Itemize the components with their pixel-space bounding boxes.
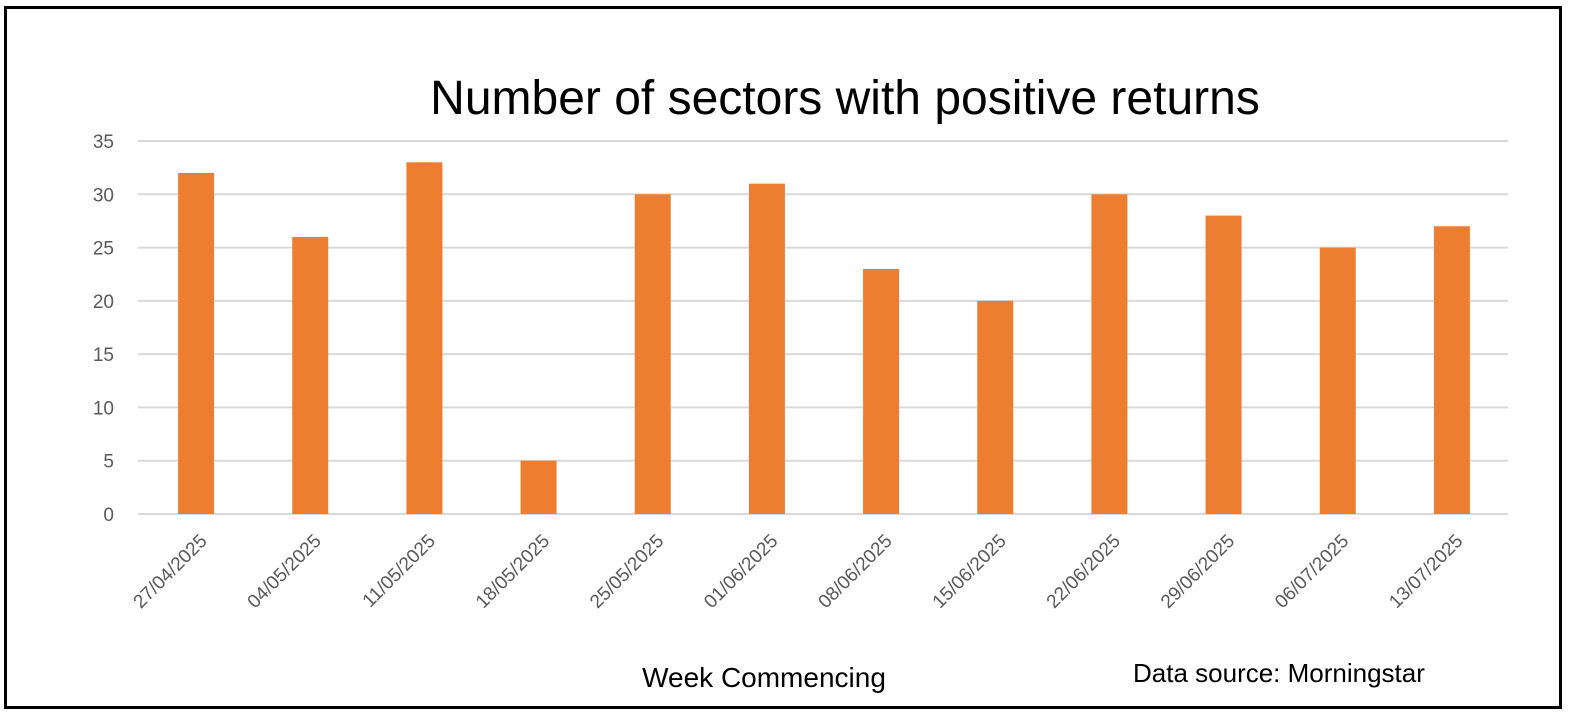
- chart-title: Number of sectors with positive returns: [430, 72, 1260, 125]
- bar: [748, 183, 785, 514]
- bar: [178, 172, 215, 514]
- x-tick-label: 22/06/2025: [1043, 531, 1125, 613]
- x-tick-label: 15/06/2025: [929, 531, 1011, 613]
- bar: [863, 268, 900, 514]
- x-axis-label: Week Commencing: [642, 662, 886, 693]
- y-axis-ticks: 0 5 10 15 20 25 30 35: [93, 132, 114, 526]
- y-tick-label: 15: [93, 345, 114, 366]
- y-tick-label: 10: [93, 398, 114, 419]
- bar: [1091, 194, 1128, 515]
- data-source-note: Data source: Morningstar: [1133, 658, 1425, 688]
- y-tick-label: 20: [93, 292, 114, 313]
- y-tick-label: 35: [93, 132, 114, 153]
- bar: [977, 300, 1014, 514]
- bar: [292, 236, 329, 514]
- y-tick-label: 30: [93, 185, 114, 206]
- x-tick-label: 29/06/2025: [1157, 531, 1239, 613]
- x-tick-label: 27/04/2025: [130, 531, 212, 613]
- bars: [178, 162, 1470, 515]
- x-tick-label: 01/06/2025: [700, 531, 782, 613]
- x-tick-label: 06/07/2025: [1271, 531, 1353, 613]
- bar: [1433, 226, 1470, 514]
- bar: [1205, 215, 1242, 514]
- gridlines: [138, 140, 1508, 515]
- x-tick-label: 11/05/2025: [359, 531, 440, 612]
- bar: [520, 460, 557, 514]
- bar: [406, 162, 443, 515]
- y-tick-label: 5: [103, 452, 114, 473]
- y-tick-label: 25: [93, 239, 114, 260]
- bar: [1319, 247, 1356, 515]
- x-axis-ticks: 27/04/2025 04/05/2025 11/05/2025 18/05/2025…: [130, 531, 1468, 613]
- x-tick-label: 13/07/2025: [1385, 531, 1467, 613]
- y-tick-label: 0: [103, 505, 114, 526]
- x-tick-label: 25/05/2025: [586, 531, 668, 613]
- bar: [634, 194, 671, 515]
- x-tick-label: 18/05/2025: [472, 531, 554, 613]
- x-tick-label: 04/05/2025: [244, 531, 326, 613]
- x-tick-label: 08/06/2025: [815, 531, 897, 613]
